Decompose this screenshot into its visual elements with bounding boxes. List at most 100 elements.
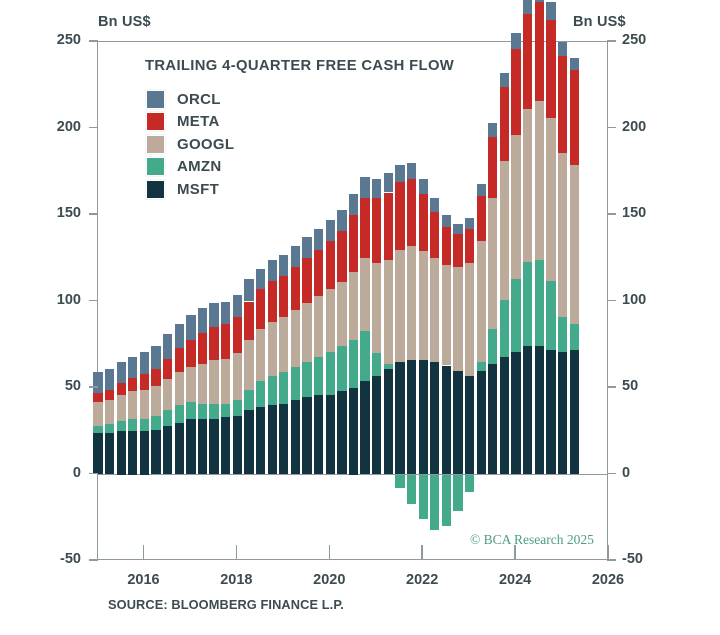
bar-stack <box>151 42 161 561</box>
bar-segment-msft <box>337 391 347 475</box>
bar-stack <box>221 42 231 561</box>
x-tick-label: 2026 <box>591 572 625 588</box>
legend-item-googl[interactable]: GOOGL <box>146 133 234 156</box>
bar-segment-amzn <box>232 400 242 416</box>
bar-segment-googl <box>290 310 301 368</box>
bar-segment-msft <box>464 375 475 475</box>
legend-item-orcl[interactable]: ORCL <box>146 88 234 111</box>
legend-item-amzn[interactable]: AMZN <box>146 156 234 179</box>
bar-segment-orcl <box>383 173 393 193</box>
bar-segment-googl <box>128 391 138 420</box>
bar-stack <box>453 42 463 561</box>
y-tick-mark-left <box>89 213 98 215</box>
bar-stack <box>511 33 521 561</box>
bar-segment-msft <box>186 419 196 475</box>
bar-segment-orcl <box>267 259 277 281</box>
bar-segment-googl <box>93 401 103 427</box>
bar-segment-googl <box>209 360 219 404</box>
bar-segment-amzn <box>174 405 184 423</box>
bar-segment-amzn <box>511 279 521 352</box>
bar-stack <box>348 42 359 561</box>
x-tick-label: 2020 <box>313 572 346 588</box>
bar-segment-meta <box>174 348 184 373</box>
bar-segment-orcl <box>174 323 184 349</box>
legend-item-meta[interactable]: META <box>146 111 234 134</box>
y-tick-mark-left <box>89 472 98 475</box>
source-note: SOURCE: BLOOMBERG FINANCE L.P. <box>108 597 344 612</box>
bar-segment-meta <box>569 69 579 165</box>
bar-segment-meta <box>464 228 475 264</box>
plot-area <box>93 0 608 561</box>
bar-segment-meta <box>546 19 556 119</box>
bar-segment-meta <box>557 55 568 153</box>
bar-segment-msft <box>348 388 359 475</box>
bar-segment-meta <box>267 280 277 323</box>
bar-stack <box>93 42 103 561</box>
bar-segment-orcl <box>186 315 196 340</box>
bar-segment-amzn <box>488 329 498 364</box>
bar-segment-orcl <box>406 163 417 179</box>
bar-segment-amzn <box>267 375 277 406</box>
bar-segment-amzn <box>418 474 428 520</box>
bar-segment-msft <box>244 410 254 475</box>
bar-segment-msft <box>557 351 568 475</box>
bar-segment-msft <box>488 363 498 475</box>
bar-segment-googl <box>534 100 544 260</box>
bar-segment-orcl <box>93 372 103 394</box>
bar-stack <box>244 42 254 561</box>
bar-stack <box>488 42 498 561</box>
bar-segment-msft <box>418 360 428 475</box>
y-tick-label-left: 200 <box>56 118 81 135</box>
bar-segment-googl <box>186 367 196 402</box>
x-tick-label: 2022 <box>406 572 439 588</box>
bar-segment-googl <box>430 258 440 363</box>
bar-segment-orcl <box>302 237 312 259</box>
bar-segment-meta <box>523 14 533 110</box>
bar-segment-googl <box>104 400 115 425</box>
legend-label: META <box>177 113 220 131</box>
bar-segment-orcl <box>104 368 115 390</box>
bar-segment-orcl <box>290 246 301 267</box>
legend-item-msft[interactable]: MSFT <box>146 178 234 201</box>
bar-segment-orcl <box>534 0 544 3</box>
bar-segment-googl <box>221 358 231 404</box>
bar-segment-msft <box>232 415 242 475</box>
bar-segment-googl <box>406 246 417 361</box>
bar-segment-meta <box>244 301 254 340</box>
y-tick-mark-left <box>89 299 98 302</box>
bar-segment-msft <box>93 432 103 475</box>
bar-segment-meta <box>232 317 242 354</box>
bar-segment-googl <box>476 240 486 363</box>
bar-segment-orcl <box>453 223 463 235</box>
x-tick-mark <box>235 545 238 560</box>
bar-segment-amzn <box>372 353 382 376</box>
legend-swatch-icon <box>146 179 165 199</box>
y-axis-unit-left: Bn US$ <box>98 14 151 30</box>
bar-segment-meta <box>221 323 231 359</box>
bar-segment-amzn <box>221 403 231 418</box>
bar-segment-amzn <box>441 474 452 527</box>
y-tick-label-left: 250 <box>56 32 81 48</box>
y-tick-mark-right <box>607 559 616 561</box>
bar-segment-amzn <box>476 362 486 371</box>
bar-segment-googl <box>464 263 475 376</box>
bar-segment-meta <box>209 327 219 361</box>
y-tick-mark-right <box>607 299 616 302</box>
bar-segment-msft <box>279 403 289 475</box>
bar-segment-googl <box>314 296 324 357</box>
y-tick-label-left: 100 <box>56 291 81 308</box>
bar-segment-msft <box>255 407 266 475</box>
y-tick-mark-left <box>89 559 98 561</box>
bar-segment-googl <box>139 389 150 420</box>
bar-segment-amzn <box>93 426 103 433</box>
bar-stack <box>464 42 475 561</box>
bar-segment-orcl <box>255 268 266 290</box>
x-tick-label: 2016 <box>127 572 160 588</box>
y-tick-label-left: -50 <box>60 551 81 567</box>
bar-segment-meta <box>139 374 150 390</box>
bar-segment-amzn <box>244 389 254 411</box>
bar-segment-orcl <box>151 346 161 369</box>
bar-segment-amzn <box>360 330 370 382</box>
bar-segment-amzn <box>569 323 579 350</box>
bar-segment-googl <box>488 197 498 330</box>
